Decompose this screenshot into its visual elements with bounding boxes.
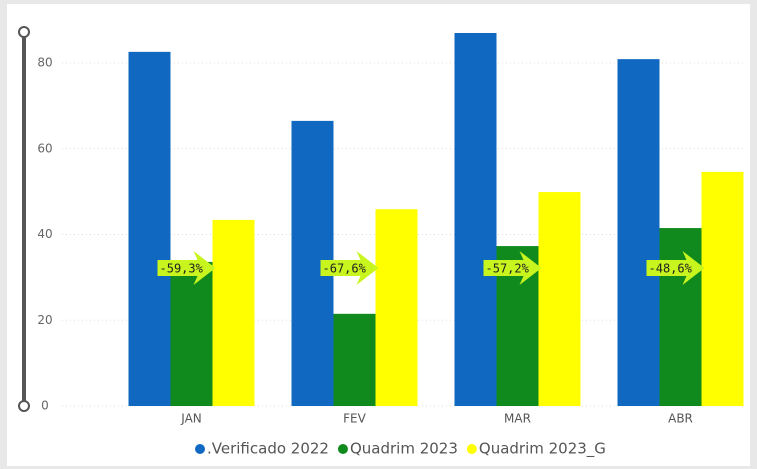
annotation-label: -59,3%: [160, 262, 204, 276]
legend-swatch: [466, 444, 477, 454]
range-slider-handle[interactable]: [18, 400, 30, 412]
bar: [333, 313, 376, 406]
legend-swatch: [195, 444, 205, 454]
y-tick-label: 40: [37, 227, 52, 241]
y-tick-label: 60: [37, 141, 52, 155]
annotation-arrow: [646, 251, 705, 285]
bar: [128, 51, 171, 406]
y-tick-label: 20: [37, 313, 52, 327]
bar: [659, 228, 702, 406]
legend-label: .Verificado 2022: [207, 440, 329, 458]
x-tick-label: ABR: [668, 412, 693, 426]
bar: [375, 209, 418, 406]
y-tick-label: 0: [41, 399, 49, 413]
annotation-label: -48,6%: [649, 262, 693, 276]
bar: [212, 219, 255, 406]
bar: [617, 59, 660, 407]
range-slider-handle[interactable]: [18, 26, 30, 38]
legend-swatch: [337, 444, 348, 454]
y-tick-label: 80: [37, 56, 52, 70]
x-tick-label: MAR: [504, 412, 531, 426]
x-tick-label: JAN: [180, 412, 202, 426]
legend-label: Quadrim 2023: [350, 440, 458, 458]
bar: [454, 32, 497, 407]
annotation-arrow: [483, 251, 542, 285]
x-tick-label: FEV: [343, 412, 366, 426]
annotation-label: -57,2%: [486, 262, 530, 276]
bar: [170, 261, 213, 406]
annotation-label: -67,6%: [323, 262, 367, 276]
bar: [701, 171, 744, 406]
annotation-arrow: [320, 251, 379, 285]
annotation-arrow: [157, 251, 216, 285]
bar: [538, 192, 581, 406]
legend-label: Quadrim 2023_G: [479, 440, 606, 459]
